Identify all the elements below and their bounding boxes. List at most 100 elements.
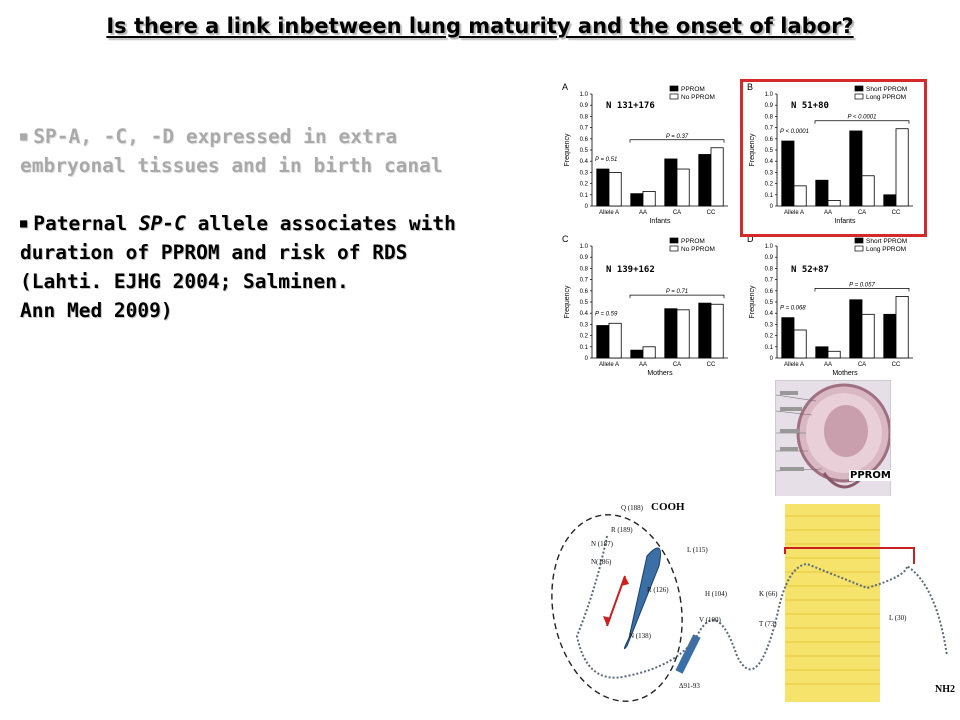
chart-panel-c: C 0 0.1 0.2 0.3 0.4 0.5 0.6 0.7 0.8 0.9 1.0 Frequenc… [562, 234, 737, 389]
nh2-label: NH2 [935, 684, 955, 695]
sample-size-label: N 131+176 [606, 101, 655, 111]
legend-swatch [669, 85, 679, 92]
legend-label: Long PPROM [866, 94, 906, 101]
bullet-item-paternal-allele: ■ Paternal SP-C allele associates with du… [20, 209, 490, 325]
bar [895, 296, 909, 359]
genotype-p-value: P = 0.37 [666, 134, 689, 140]
sample-size-label: N 139+162 [606, 265, 655, 275]
y-tick-label: 0.2 [580, 334, 589, 340]
panel-letter: A [562, 82, 568, 92]
residue-label: L (30) [889, 614, 907, 622]
y-tick-label: 0.4 [765, 159, 774, 165]
chart-a-svg: A 0 0.1 0.2 0.3 0.4 0.5 0.6 0.7 0.8 0.9 1.0 Frequenc… [562, 82, 728, 225]
slide-title: Is there a link inbetween lung maturity … [106, 14, 854, 38]
y-tick-label: 0.2 [765, 334, 774, 340]
bar [664, 158, 678, 207]
y-tick-label: 0.5 [765, 148, 774, 154]
y-tick-label: 1.0 [580, 92, 589, 98]
y-tick-label: 0.7 [765, 126, 774, 132]
bar [676, 309, 690, 359]
residue-label: V (100) [699, 616, 722, 624]
legend-label: Short PPROM [866, 86, 907, 93]
sample-size-label: N 52+87 [791, 265, 829, 275]
residue-label: N(186) [591, 558, 612, 566]
y-tick-label: 0.3 [765, 170, 774, 176]
bar [642, 191, 656, 207]
y-tick-label: 0.6 [580, 137, 589, 143]
genotype-bracket [814, 288, 910, 292]
y-tick-label: 0.9 [580, 255, 589, 261]
bullet-list: ■ SP-A, -C, -D expressed in extra embryon… [20, 122, 490, 325]
bar [793, 329, 807, 359]
legend-label: Short PPROM [866, 238, 907, 245]
square-bullet-icon: ■ [20, 216, 28, 230]
residue-label: Q (188) [621, 504, 644, 512]
bullet2-line3: (Lahti. EJHG 2004; Salminen. [20, 270, 349, 293]
y-tick-label: 1.0 [765, 92, 774, 98]
bar [861, 175, 875, 207]
legend-label: Long PPROM [866, 246, 906, 253]
y-tick-label: 0.1 [765, 193, 774, 199]
y-tick-label: 0.9 [765, 103, 774, 109]
genotype-bracket [629, 294, 725, 299]
fetus-in-uterus-image [775, 380, 892, 498]
x-tick-label: Allele A [784, 362, 804, 368]
y-tick-label: 0.8 [580, 114, 589, 120]
y-tick-label: 0 [585, 204, 589, 210]
bar [815, 346, 829, 359]
x-axis-label: Infants [834, 218, 856, 225]
y-tick-label: 0.5 [580, 300, 589, 306]
y-axis-label: Frequency [564, 133, 571, 167]
chart-panel-b: B 0 0.1 0.2 0.3 0.4 0.5 0.6 0.7 0.8 0.9 1.0 Frequenc… [747, 82, 922, 237]
bullet2-gene: SP-C [138, 212, 186, 235]
y-tick-label: 0.1 [765, 345, 774, 351]
bullet2-line2: duration of PPROM and risk of RDS [20, 241, 408, 264]
bullet-item-sp-expression: ■ SP-A, -C, -D expressed in extra embryon… [20, 122, 490, 180]
y-tick-label: 0.1 [580, 193, 589, 199]
bar [861, 313, 875, 359]
bar [664, 308, 678, 359]
protein-structure-svg: COOH NH2 Q (188) R (189) N (187) N(186) … [551, 501, 955, 702]
bar [849, 299, 863, 359]
genotype-p-value: P = 0.71 [666, 289, 688, 295]
x-tick-label: AA [639, 210, 647, 216]
y-tick-label: 0 [770, 356, 774, 362]
x-tick-label: AA [824, 362, 832, 368]
panel-letter: D [747, 234, 754, 244]
bar [710, 147, 724, 207]
bar [883, 313, 897, 359]
y-tick-label: 0.9 [580, 103, 589, 109]
sp-c-protein-structure-figure: COOH NH2 Q (188) R (189) N (187) N(186) … [547, 496, 960, 706]
allele-p-value: P = 0.51 [595, 157, 617, 163]
bar [630, 193, 644, 207]
residue-label: T (73) [759, 620, 777, 628]
bar [827, 350, 841, 359]
legend-swatch [854, 237, 864, 244]
genotype-p-value: P = 0.057 [849, 282, 875, 288]
highlight-box-panel-b [740, 79, 927, 237]
residue-label: L (115) [687, 546, 708, 554]
bar [642, 346, 656, 359]
legend-label: No PPROM [681, 94, 715, 101]
bar [698, 302, 712, 359]
bar [895, 128, 909, 207]
x-axis-label: Infants [649, 218, 671, 225]
panel-letter: C [562, 234, 569, 244]
y-tick-label: 0.7 [765, 278, 774, 284]
legend-label: PPROM [681, 238, 705, 245]
allele-p-value: P = 0.068 [780, 306, 806, 312]
y-tick-label: 0.3 [765, 322, 774, 328]
bullet2-pre: Paternal [33, 212, 139, 235]
bar [596, 325, 610, 359]
legend-swatch [854, 93, 864, 100]
y-tick-label: 0.4 [765, 311, 774, 317]
residue-label: H (104) [705, 590, 728, 598]
genotype-p-value: P < 0.0001 [848, 115, 877, 121]
chart-panel-d: D 0 0.1 0.2 0.3 0.4 0.5 0.6 0.7 0.8 0.9 1.0 Frequenc… [747, 234, 922, 389]
cooh-label: COOH [651, 501, 685, 513]
x-tick-label: Allele A [784, 210, 804, 216]
x-axis-label: Mothers [647, 370, 673, 377]
panel-letter: B [747, 82, 753, 92]
legend-swatch [669, 245, 679, 252]
pprom-label: PPROM [849, 470, 892, 481]
